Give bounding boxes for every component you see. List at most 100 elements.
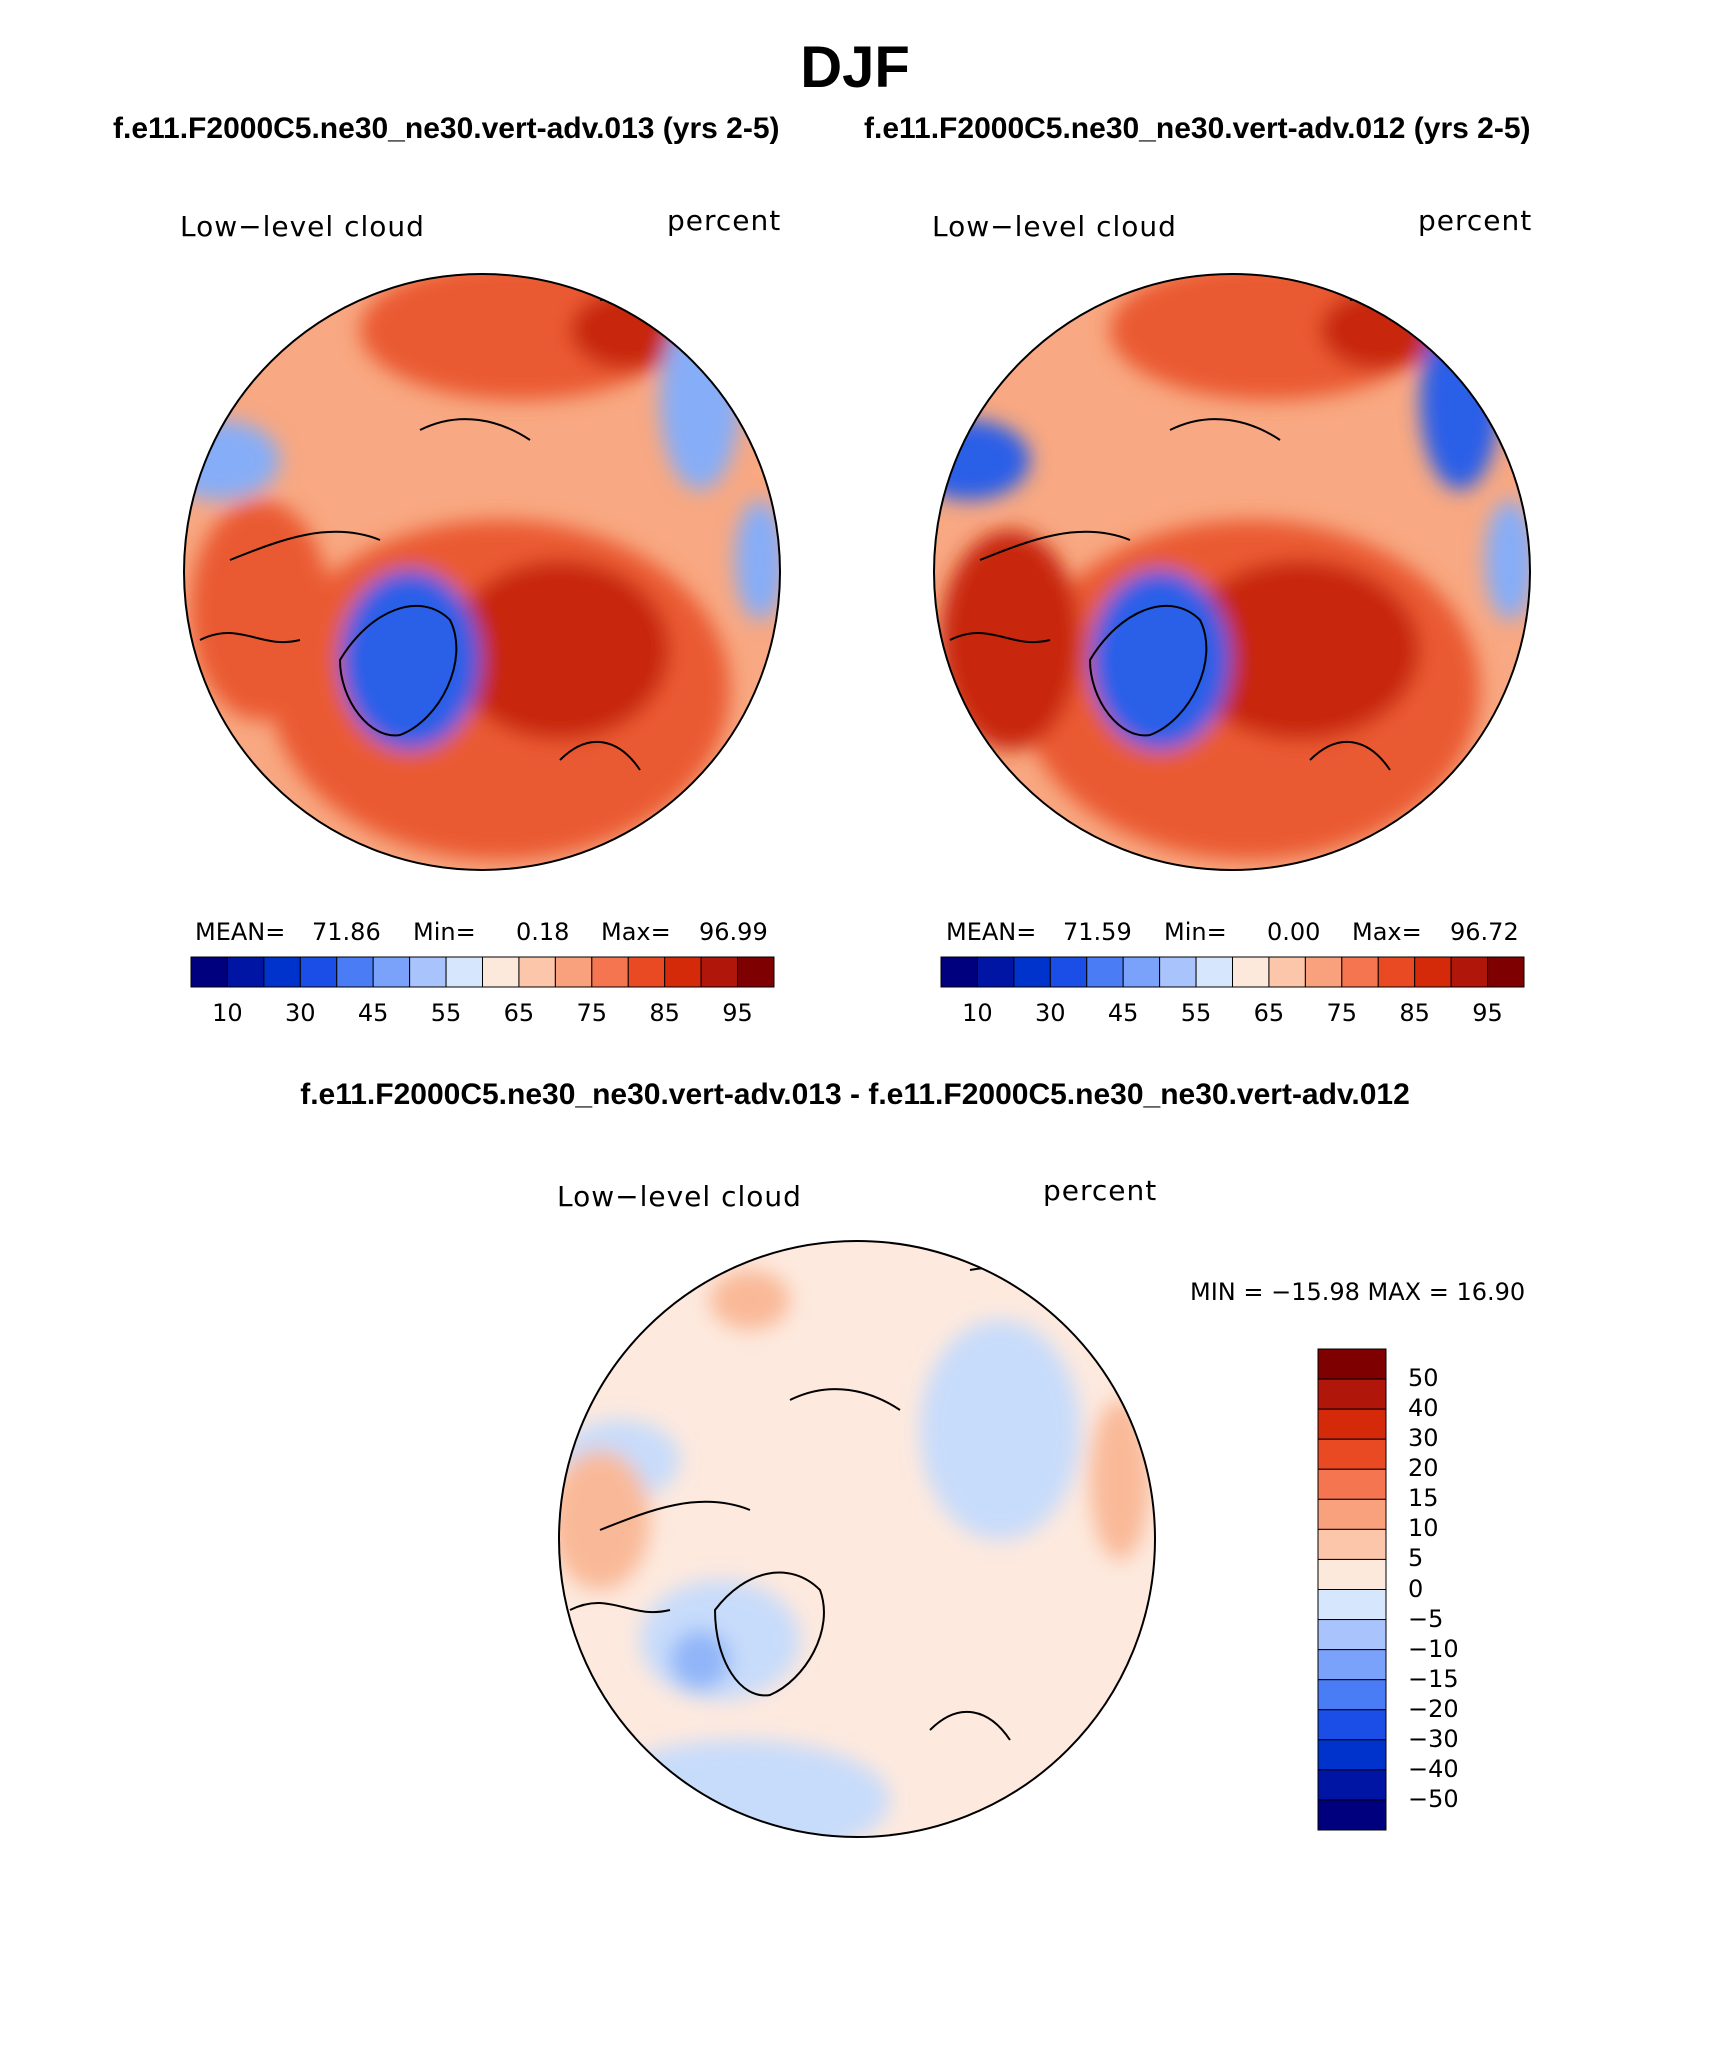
diff-colorbar-tick-label: 10 <box>1408 1514 1439 1543</box>
right-mean-label: MEAN= <box>946 918 1037 946</box>
left-max-value: 96.99 <box>699 918 768 946</box>
left-units-label: percent <box>667 204 782 237</box>
diff-map-west-pos <box>559 1450 650 1590</box>
right-colorbar-tick-label: 10 <box>962 999 993 1027</box>
diff-colorbar-tick-label: −10 <box>1408 1634 1459 1663</box>
right-map-edge-low <box>1485 500 1530 620</box>
left-map-arctic-dark <box>450 560 670 740</box>
difference-polar-map <box>559 1241 1155 1837</box>
diff-colorbar-swatch <box>1317 1408 1387 1440</box>
right-min-value: 0.00 <box>1267 918 1321 946</box>
diff-colorbar-swatch <box>1317 1769 1387 1801</box>
diff-map-coastlines <box>569 1267 1071 1741</box>
right-colorbar-tick-label: 55 <box>1180 999 1212 1027</box>
left-colorbar-swatch <box>700 956 739 988</box>
left-colorbar-tick-label: 10 <box>212 999 243 1027</box>
left-colorbar-swatch <box>554 956 593 988</box>
diff-colorbar-swatch <box>1317 1378 1387 1410</box>
diff-colorbar-tick-label: −30 <box>1408 1724 1459 1753</box>
left-colorbar-tick-label: 45 <box>357 999 389 1027</box>
left-case-title: f.e11.F2000C5.ne30_ne30.vert-adv.013 (yr… <box>113 112 780 145</box>
left-map-border <box>183 273 781 871</box>
left-polar-map <box>184 274 780 870</box>
right-map-greenland-coast <box>1088 604 1208 737</box>
diff-colorbar-swatch <box>1317 1558 1387 1590</box>
right-map-canada-dark <box>940 530 1080 750</box>
left-mean-value: 71.86 <box>312 918 381 946</box>
left-min-value: 0.18 <box>516 918 570 946</box>
right-colorbar-swatch <box>976 956 1015 988</box>
diff-colorbar-swatch <box>1317 1799 1387 1831</box>
left-colorbar-swatch <box>409 956 447 988</box>
left-colorbar-tick-label: 75 <box>576 999 608 1027</box>
right-units-label: percent <box>1418 204 1533 237</box>
diff-colorbar-swatch <box>1317 1528 1387 1560</box>
right-colorbar-swatch <box>1414 956 1452 988</box>
diff-units-label: percent <box>1043 1174 1158 1207</box>
diff-map-atlantic-neg <box>590 1740 890 1837</box>
left-colorbar-swatch <box>299 956 338 988</box>
diff-map-siberia-neg <box>920 1320 1080 1540</box>
left-colorbar <box>190 956 775 988</box>
left-colorbar-swatch <box>664 956 702 988</box>
diff-colorbar-swatch <box>1317 1709 1387 1741</box>
diff-minmax-label: MIN = −15.98 MAX = 16.90 <box>1190 1278 1526 1306</box>
left-colorbar-tick-label: 30 <box>285 999 316 1027</box>
right-colorbar-swatch <box>1304 956 1343 988</box>
left-colorbar-swatch <box>482 956 520 988</box>
right-colorbar-swatch <box>1049 956 1088 988</box>
left-colorbar-tick-label: 55 <box>430 999 462 1027</box>
difference-colorbar <box>1317 1348 1387 1831</box>
right-colorbar <box>940 956 1525 988</box>
diff-colorbar-tick-label: −15 <box>1408 1664 1459 1693</box>
right-colorbar-tick-label: 30 <box>1035 999 1066 1027</box>
right-colorbar-tick-label: 45 <box>1107 999 1139 1027</box>
left-map-greenland-coast <box>338 604 458 737</box>
left-colorbar-tick-label: 85 <box>649 999 680 1027</box>
diff-colorbar-swatch <box>1317 1679 1387 1711</box>
diff-colorbar-swatch <box>1317 1739 1387 1771</box>
diff-colorbar-tick-label: 50 <box>1408 1364 1439 1393</box>
diff-colorbar-swatch <box>1317 1619 1387 1651</box>
left-min-label: Min= <box>413 918 476 946</box>
right-variable-label: Low−level cloud <box>932 210 1177 243</box>
diff-colorbar-tick-label: −5 <box>1408 1604 1444 1633</box>
right-map-greenland-low <box>1090 570 1230 750</box>
right-colorbar-swatch <box>1195 956 1233 988</box>
diff-map-border <box>558 1240 1156 1838</box>
diff-map-greenland-neg2 <box>670 1630 730 1690</box>
right-polar-map <box>934 274 1530 870</box>
diff-colorbar-swatch <box>1317 1468 1387 1500</box>
right-colorbar-swatch <box>1086 956 1124 988</box>
diff-map-base <box>559 1241 1155 1837</box>
diff-colorbar-swatch <box>1317 1649 1387 1681</box>
diff-colorbar-tick-label: 5 <box>1408 1544 1424 1573</box>
left-map-east-low <box>660 310 740 490</box>
right-mean-value: 71.59 <box>1063 918 1132 946</box>
diff-map-greenland-coast <box>713 1571 825 1697</box>
left-colorbar-tick-label: 95 <box>722 999 753 1027</box>
diff-map-east-pos <box>1090 1400 1150 1560</box>
right-max-label: Max= <box>1352 918 1422 946</box>
left-colorbar-swatch <box>627 956 666 988</box>
left-colorbar-swatch <box>737 956 775 988</box>
left-map-edge-low <box>735 500 780 620</box>
diff-colorbar-tick-label: −40 <box>1408 1754 1459 1783</box>
diff-colorbar-tick-label: 20 <box>1408 1454 1439 1483</box>
diff-variable-label: Low−level cloud <box>557 1180 802 1213</box>
diff-colorbar-tick-label: 0 <box>1408 1574 1424 1603</box>
right-colorbar-swatch <box>1487 956 1525 988</box>
right-map-east-low <box>1420 310 1500 490</box>
right-colorbar-tick-label: 65 <box>1253 999 1285 1027</box>
left-colorbar-swatch <box>372 956 411 988</box>
diff-colorbar-tick-label: 15 <box>1408 1484 1439 1513</box>
right-colorbar-swatch <box>1341 956 1379 988</box>
right-colorbar-tick-label: 95 <box>1472 999 1503 1027</box>
difference-title: f.e11.F2000C5.ne30_ne30.vert-adv.013 - f… <box>300 1078 1410 1111</box>
left-colorbar-swatch <box>591 956 629 988</box>
left-mean-label: MEAN= <box>195 918 286 946</box>
right-colorbar-swatch <box>1232 956 1270 988</box>
right-colorbar-tick-label: 85 <box>1399 999 1430 1027</box>
left-colorbar-swatch <box>336 956 374 988</box>
right-colorbar-swatch <box>940 956 978 988</box>
